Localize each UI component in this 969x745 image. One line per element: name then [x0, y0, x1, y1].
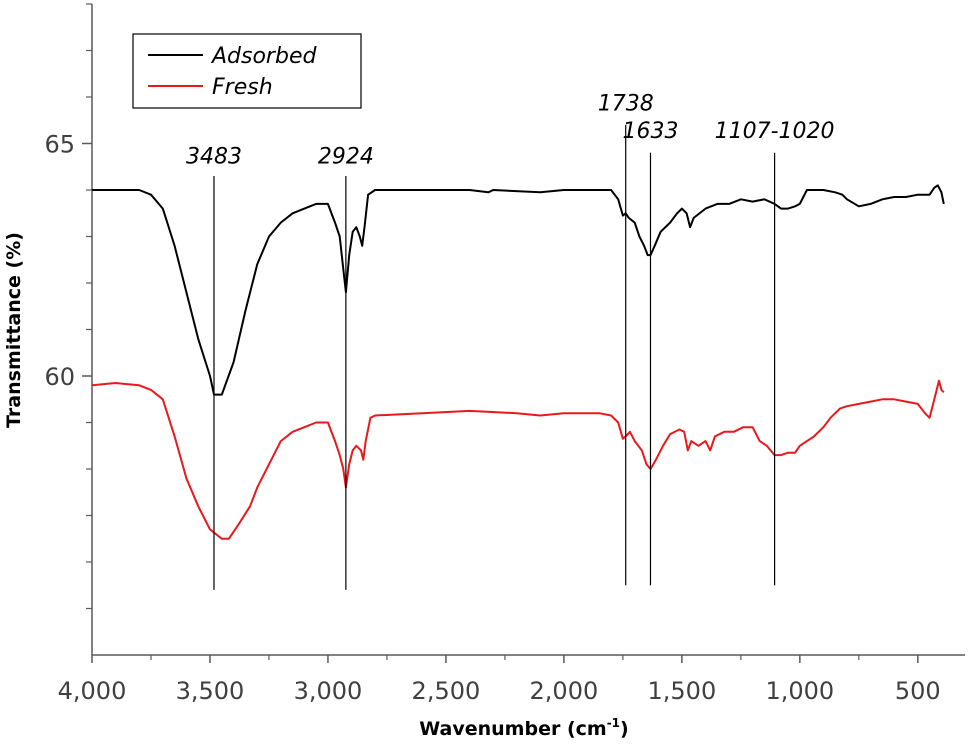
y-axis-title: Transmittance (%) — [3, 232, 25, 428]
annotation-label: 3483 — [186, 145, 242, 170]
series-line-adsorbed — [92, 184, 945, 396]
x-tick-label: 3,000 — [294, 677, 363, 705]
x-axis-title: Wavenumber (cm-1) — [419, 716, 628, 740]
annotation-label: 1738 — [598, 91, 654, 116]
legend-label-adsorbed: Adsorbed — [210, 44, 317, 69]
x-tick-label: 2,000 — [530, 677, 599, 705]
peak-annotations: 3483 2924 1738 1633 1107-1020 — [186, 91, 835, 590]
x-ticks: 4,000 3,500 3,000 2,500 2,000 1,500 1,000 500 — [58, 655, 941, 705]
annotation-label: 2924 — [318, 145, 374, 170]
legend: Adsorbed Fresh — [132, 33, 362, 109]
annotation-label: 1107-1020 — [715, 119, 835, 144]
y-ticks: 60 65 — [44, 3, 92, 610]
x-tick-label: 2,500 — [412, 677, 481, 705]
y-tick-label: 65 — [44, 131, 75, 159]
x-tick-label: 1,000 — [765, 677, 834, 705]
x-tick-label: 1,500 — [648, 677, 717, 705]
series-lines — [91, 184, 945, 540]
annotation-label: 1633 — [622, 119, 678, 144]
series-line-fresh — [91, 379, 945, 540]
y-tick-label: 60 — [44, 363, 75, 391]
x-axis-title-superscript: -1 — [607, 716, 620, 730]
x-axis-title-end: ) — [620, 718, 629, 740]
legend-label-fresh: Fresh — [212, 75, 273, 100]
legend-box — [132, 33, 362, 109]
x-tick-label: 4,000 — [58, 677, 127, 705]
x-tick-label: 500 — [895, 677, 941, 705]
x-tick-label: 3,500 — [176, 677, 245, 705]
x-axis-title-main: Wavenumber (cm — [419, 718, 606, 740]
